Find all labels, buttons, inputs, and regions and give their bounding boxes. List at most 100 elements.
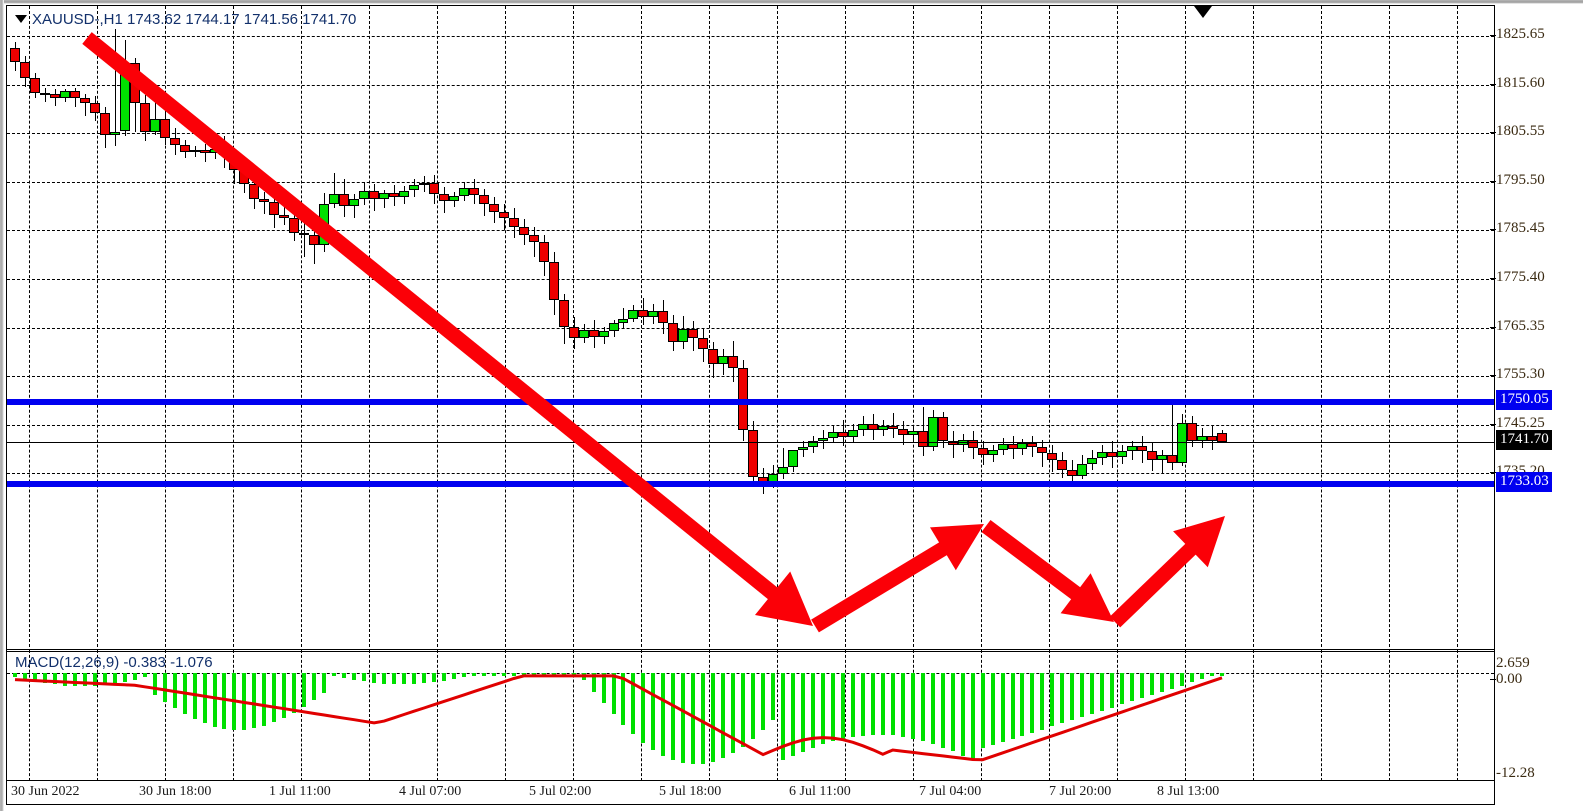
candle-body bbox=[718, 356, 728, 365]
candle-body bbox=[609, 323, 619, 331]
candle-body bbox=[868, 424, 878, 430]
time-axis[interactable]: 30 Jun 2022 30 Jun 18:00 1 Jul 11:00 4 Jul … bbox=[7, 780, 1494, 804]
time-gridline bbox=[1457, 6, 1458, 647]
candle-body bbox=[658, 310, 668, 324]
price-axis-tick: 1755.30 bbox=[1496, 366, 1545, 383]
macd-histogram-bar bbox=[681, 673, 685, 763]
macd-histogram-bar bbox=[532, 673, 536, 676]
candle-wick bbox=[783, 447, 784, 480]
axis-tick-stub bbox=[1490, 326, 1496, 328]
price-gridline bbox=[7, 424, 1494, 426]
time-gridline bbox=[1321, 6, 1322, 647]
current-price-badge[interactable]: 1741.70 bbox=[1496, 429, 1552, 450]
macd-histogram-bar bbox=[941, 673, 945, 748]
candle-wick bbox=[1172, 401, 1173, 471]
candle-body bbox=[130, 62, 140, 103]
macd-histogram-bar bbox=[592, 673, 596, 692]
macd-histogram-bar bbox=[631, 673, 635, 735]
macd-histogram-bar bbox=[612, 673, 616, 715]
candle-body bbox=[399, 190, 409, 197]
time-gridline bbox=[1185, 6, 1186, 647]
macd-histogram-bar bbox=[262, 673, 266, 726]
candle-body bbox=[1197, 435, 1207, 441]
macd-histogram-bar bbox=[302, 673, 306, 707]
candle-body bbox=[1147, 451, 1157, 460]
macd-histogram-bar bbox=[921, 673, 925, 742]
candle-body bbox=[80, 97, 90, 103]
time-gridline bbox=[165, 6, 166, 647]
candle-body bbox=[1047, 453, 1057, 460]
candle-body bbox=[1017, 443, 1027, 450]
candle-body bbox=[20, 61, 30, 79]
time-axis-label: 4 Jul 07:00 bbox=[399, 784, 462, 799]
candle-body bbox=[150, 119, 160, 132]
candle-body bbox=[90, 102, 100, 114]
candle-body bbox=[708, 348, 718, 365]
macd-histogram-bar bbox=[931, 673, 935, 745]
macd-gridline bbox=[505, 650, 506, 780]
price-axis-tick: 1745.25 bbox=[1496, 414, 1545, 431]
candle-body bbox=[1107, 452, 1117, 457]
candle-body bbox=[599, 330, 609, 337]
price-axis-tick: 1795.50 bbox=[1496, 171, 1545, 188]
macd-pane[interactable]: MACD(12,26,9) -0.383 -1.076 bbox=[7, 649, 1494, 780]
macd-histogram-bar bbox=[43, 673, 47, 683]
level-price-badge[interactable]: 1750.05 bbox=[1496, 389, 1552, 410]
macd-histogram-bar bbox=[701, 673, 705, 764]
macd-histogram-bar bbox=[292, 673, 296, 713]
candle-wick bbox=[893, 413, 894, 438]
candle-wick bbox=[304, 222, 305, 257]
candle-wick bbox=[1162, 450, 1163, 475]
candle-body bbox=[1217, 432, 1227, 442]
macd-histogram-bar bbox=[502, 673, 506, 676]
candle-body bbox=[1057, 459, 1067, 470]
macd-histogram-bar bbox=[1040, 673, 1044, 730]
macd-gridline bbox=[301, 650, 302, 780]
time-gridline bbox=[981, 6, 982, 647]
macd-gridline bbox=[1185, 650, 1186, 780]
candle-body bbox=[239, 169, 249, 185]
support-resistance-line[interactable] bbox=[7, 480, 1494, 487]
candle-body bbox=[509, 218, 519, 227]
candle-body bbox=[1077, 463, 1087, 477]
price-axis[interactable]: 1825.65 1815.60 1805.55 1795.50 1785.45 1775.… bbox=[1490, 5, 1583, 805]
macd-histogram-bar bbox=[562, 673, 566, 676]
macd-histogram-bar bbox=[871, 673, 875, 735]
time-gridline bbox=[1117, 6, 1118, 647]
candle-body bbox=[449, 196, 459, 201]
support-resistance-line[interactable] bbox=[7, 398, 1494, 405]
candle-body bbox=[808, 441, 818, 448]
axis-tick-stub bbox=[1490, 278, 1496, 279]
macd-histogram-bar bbox=[731, 673, 735, 754]
candle-body bbox=[329, 194, 339, 204]
candle-body bbox=[788, 450, 798, 467]
collapse-triangle-icon[interactable] bbox=[15, 15, 27, 24]
candle-body bbox=[499, 212, 509, 219]
candle-body bbox=[818, 437, 828, 442]
level-price-badge[interactable]: 1733.03 bbox=[1496, 471, 1552, 492]
chart-container[interactable]: XAUUSD-,H1 1743.62 1744.17 1741.56 1741.… bbox=[6, 5, 1495, 805]
macd-histogram-bar bbox=[193, 673, 197, 720]
macd-zero-stub bbox=[1490, 679, 1496, 680]
macd-histogram-bar bbox=[352, 673, 356, 680]
macd-histogram-bar bbox=[1100, 673, 1104, 711]
macd-histogram-bar bbox=[651, 673, 655, 750]
candle-body bbox=[419, 183, 429, 186]
candle-body bbox=[618, 318, 628, 324]
candle-body bbox=[140, 102, 150, 132]
current-price-line[interactable] bbox=[7, 442, 1494, 443]
price-pane[interactable]: XAUUSD-,H1 1743.62 1744.17 1741.56 1741.… bbox=[7, 6, 1494, 647]
candle-body bbox=[190, 149, 200, 152]
macd-histogram-bar bbox=[1060, 673, 1064, 724]
macd-histogram-bar bbox=[522, 673, 526, 676]
macd-histogram-bar bbox=[173, 673, 177, 708]
candle-body bbox=[40, 92, 50, 95]
macd-histogram-bar bbox=[991, 673, 995, 746]
macd-histogram-bar bbox=[53, 673, 57, 685]
macd-axis-tick: -12.28 bbox=[1496, 765, 1535, 781]
time-axis-label: 8 Jul 13:00 bbox=[1157, 784, 1220, 799]
candle-body bbox=[70, 91, 80, 98]
candle-body bbox=[319, 203, 329, 245]
macd-histogram-bar bbox=[981, 673, 985, 749]
time-gridline bbox=[505, 6, 506, 647]
